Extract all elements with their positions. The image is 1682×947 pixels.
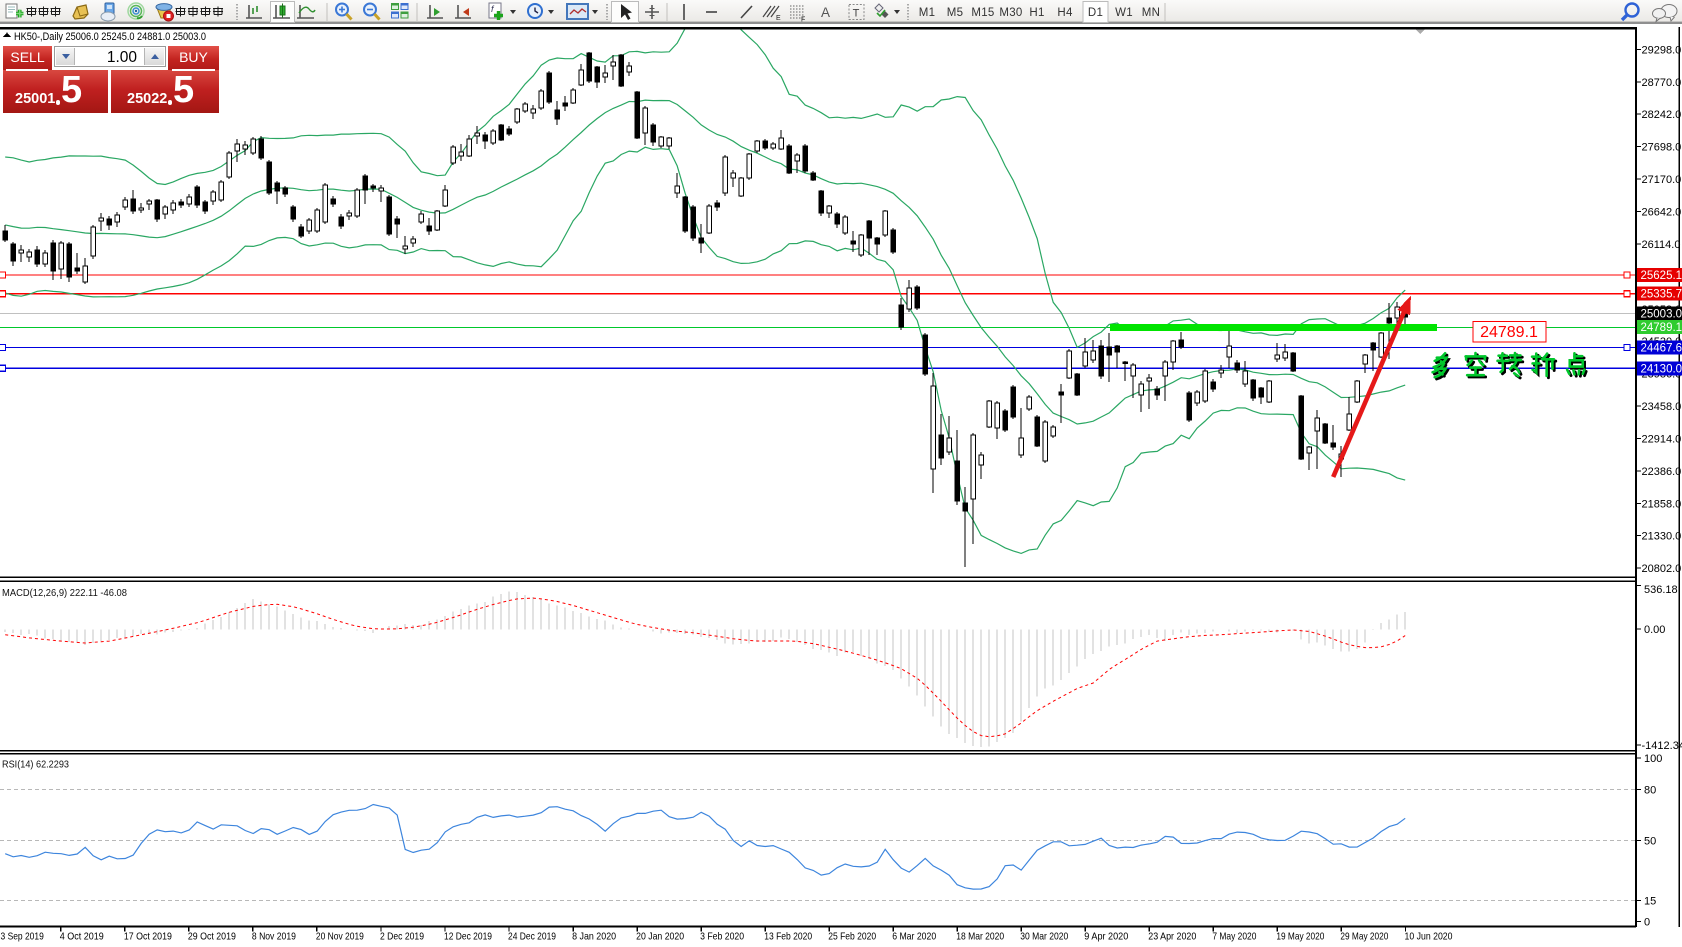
svg-text:A: A	[821, 5, 830, 20]
svg-text:H4: H4	[1057, 7, 1073, 19]
svg-text:30 Mar 2020: 30 Mar 2020	[1020, 931, 1068, 943]
svg-text:20 Nov 2019: 20 Nov 2019	[316, 931, 364, 943]
svg-text:29 May 2020: 29 May 2020	[1340, 931, 1388, 943]
svg-text:24789.1: 24789.1	[1641, 322, 1682, 334]
svg-text:10 Jun 2020: 10 Jun 2020	[1405, 931, 1453, 943]
svg-text:6 Mar 2020: 6 Mar 2020	[892, 931, 936, 943]
svg-text:20 Jan 2020: 20 Jan 2020	[636, 931, 684, 943]
svg-text:13 Feb 2020: 13 Feb 2020	[764, 931, 812, 943]
svg-text:M5: M5	[947, 7, 964, 19]
svg-text:T: T	[853, 8, 860, 20]
svg-text:24467.6: 24467.6	[1641, 343, 1682, 355]
svg-text:25335.7: 25335.7	[1641, 289, 1682, 301]
svg-text:MN: MN	[1142, 7, 1161, 19]
svg-text:22386.0: 22386.0	[1642, 466, 1682, 478]
svg-text:23 Sep 2019: 23 Sep 2019	[0, 931, 44, 943]
svg-text:25 Feb 2020: 25 Feb 2020	[828, 931, 876, 943]
svg-text:HK50-,Daily 25006.0 25245.0 2: HK50-,Daily 25006.0 25245.0 24881.0 2500…	[14, 31, 206, 43]
svg-text:RSI(14) 62.2293: RSI(14) 62.2293	[2, 759, 69, 771]
svg-text:26642.0: 26642.0	[1642, 207, 1682, 219]
svg-text:27170.0: 27170.0	[1642, 174, 1682, 186]
svg-text:27698.0: 27698.0	[1642, 142, 1682, 154]
svg-text:28770.0: 28770.0	[1642, 77, 1682, 89]
svg-text:8 Jan 2020: 8 Jan 2020	[572, 931, 616, 943]
svg-text:8 Nov 2019: 8 Nov 2019	[252, 931, 296, 943]
svg-text:50: 50	[1644, 836, 1656, 848]
svg-text:F: F	[801, 17, 805, 24]
svg-text:29298.0: 29298.0	[1642, 44, 1682, 56]
svg-text:M30: M30	[999, 7, 1022, 19]
svg-text:7 May 2020: 7 May 2020	[1212, 931, 1256, 943]
svg-text:24789.1: 24789.1	[1480, 324, 1538, 341]
svg-text:0.00: 0.00	[1644, 624, 1665, 636]
svg-text:28242.0: 28242.0	[1642, 109, 1682, 121]
svg-text:M1: M1	[919, 7, 936, 19]
svg-text:25003.0: 25003.0	[1641, 309, 1682, 321]
svg-text:17 Oct 2019: 17 Oct 2019	[124, 931, 172, 943]
svg-text:f: f	[491, 4, 495, 14]
svg-text:15: 15	[1644, 896, 1656, 908]
svg-text:24130.0: 24130.0	[1641, 363, 1682, 375]
svg-text:W1: W1	[1115, 7, 1133, 19]
svg-text:23458.0: 23458.0	[1642, 401, 1682, 413]
svg-text:E: E	[776, 15, 781, 22]
svg-text:18 Mar 2020: 18 Mar 2020	[956, 931, 1004, 943]
svg-text:M15: M15	[971, 7, 994, 19]
svg-text:19 May 2020: 19 May 2020	[1276, 931, 1324, 943]
svg-text:9 Apr 2020: 9 Apr 2020	[1084, 931, 1128, 943]
svg-text:MACD(12,26,9) 222.11 -46.08: MACD(12,26,9) 222.11 -46.08	[2, 587, 127, 599]
svg-text:25625.1: 25625.1	[1641, 270, 1682, 282]
svg-text:-1412.34: -1412.34	[1642, 740, 1682, 752]
svg-text:20802.0: 20802.0	[1642, 563, 1682, 575]
svg-text:23 Apr 2020: 23 Apr 2020	[1148, 931, 1196, 943]
svg-text:24 Dec 2019: 24 Dec 2019	[508, 931, 556, 943]
svg-text:12 Dec 2019: 12 Dec 2019	[444, 931, 492, 943]
svg-text:3 Feb 2020: 3 Feb 2020	[700, 931, 744, 943]
svg-text:26114.0: 26114.0	[1642, 239, 1681, 251]
svg-text:80: 80	[1644, 785, 1656, 797]
svg-text:100: 100	[1644, 753, 1662, 765]
svg-text:4 Oct 2019: 4 Oct 2019	[60, 931, 104, 943]
svg-text:29 Oct 2019: 29 Oct 2019	[188, 931, 236, 943]
svg-text:21330.0: 21330.0	[1642, 531, 1682, 543]
svg-text:21858.0: 21858.0	[1642, 498, 1682, 510]
svg-text:22914.0: 22914.0	[1642, 433, 1682, 445]
svg-text:0: 0	[1644, 917, 1650, 929]
svg-text:H1: H1	[1029, 7, 1044, 19]
svg-text:2 Dec 2019: 2 Dec 2019	[380, 931, 424, 943]
svg-text:D1: D1	[1088, 7, 1103, 19]
svg-text:536.18: 536.18	[1644, 584, 1678, 596]
